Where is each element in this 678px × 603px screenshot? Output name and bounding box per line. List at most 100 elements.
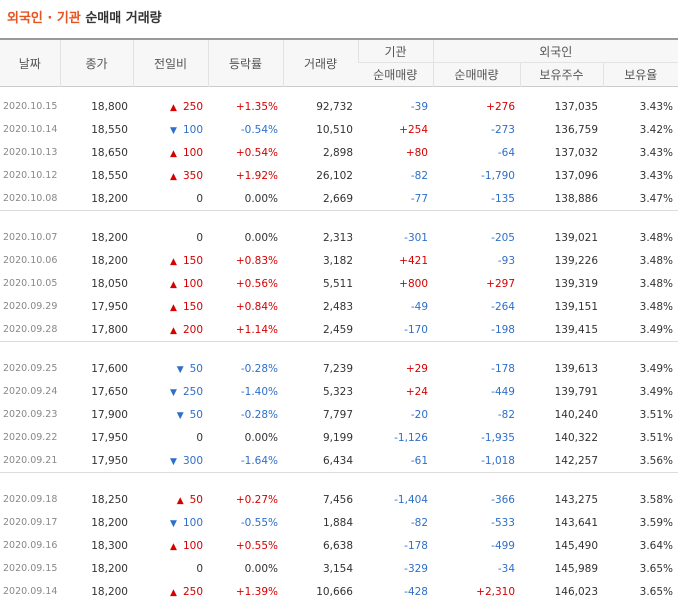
row-close: 17,950 bbox=[60, 295, 133, 318]
up-arrow-icon: ▲ bbox=[170, 172, 177, 182]
row-foreign-shares: 137,035 bbox=[520, 95, 603, 118]
down-arrow-icon: ▼ bbox=[177, 411, 184, 421]
row-inst-net: -49 bbox=[358, 295, 433, 318]
header-foreign-net: 순매매량 bbox=[433, 63, 520, 87]
header-change: 전일비 bbox=[133, 39, 208, 87]
row-rate: +1.14% bbox=[208, 318, 283, 342]
row-volume: 9,199 bbox=[283, 426, 358, 449]
row-foreign-ratio: 3.48% bbox=[603, 295, 678, 318]
down-arrow-icon: ▼ bbox=[170, 388, 177, 398]
row-close: 18,200 bbox=[60, 187, 133, 211]
row-change-value: 100 bbox=[183, 124, 203, 136]
row-inst-net: -82 bbox=[358, 511, 433, 534]
row-change: ▲200 bbox=[133, 318, 208, 342]
row-change-value: 0 bbox=[196, 232, 203, 244]
row-change-value: 350 bbox=[183, 170, 203, 182]
row-rate: -1.40% bbox=[208, 380, 283, 403]
row-change: ▲ 100 bbox=[133, 272, 208, 295]
row-rate: +0.55% bbox=[208, 534, 283, 557]
row-rate: 0.00% bbox=[208, 187, 283, 211]
row-inst-net: -20 bbox=[358, 403, 433, 426]
row-close: 18,550 bbox=[60, 164, 133, 187]
row-change-value: 250 bbox=[183, 386, 203, 398]
row-volume: 7,797 bbox=[283, 403, 358, 426]
row-foreign-ratio: 3.43% bbox=[603, 141, 678, 164]
row-foreign-net: -64 bbox=[433, 141, 520, 164]
down-arrow-icon: ▼ bbox=[170, 457, 177, 467]
row-foreign-ratio: 3.65% bbox=[603, 557, 678, 580]
row-foreign-shares: 142,257 bbox=[520, 449, 603, 473]
row-rate: -0.28% bbox=[208, 403, 283, 426]
row-volume: 3,182 bbox=[283, 249, 358, 272]
up-arrow-icon: ▲ bbox=[170, 257, 177, 267]
header-foreign-ratio: 보유율 bbox=[603, 63, 678, 87]
row-inst-net: -39 bbox=[358, 95, 433, 118]
row-rate: -0.55% bbox=[208, 511, 283, 534]
row-foreign-ratio: 3.49% bbox=[603, 318, 678, 342]
row-foreign-net: -1,790 bbox=[433, 164, 520, 187]
header-rate: 등락률 bbox=[208, 39, 283, 87]
row-date: 2020.09.21 bbox=[0, 449, 60, 473]
row-volume: 92,732 bbox=[283, 95, 358, 118]
row-close: 18,200 bbox=[60, 226, 133, 249]
header-close: 종가 bbox=[60, 39, 133, 87]
row-foreign-shares: 136,759 bbox=[520, 118, 603, 141]
row-date: 2020.10.15 bbox=[0, 95, 60, 118]
up-arrow-icon: ▲ bbox=[170, 303, 177, 313]
row-change-value: 100 bbox=[183, 278, 203, 290]
header-inst-net: 순매매량 bbox=[358, 63, 433, 87]
row-volume: 1,884 bbox=[283, 511, 358, 534]
row-inst-net: -329 bbox=[358, 557, 433, 580]
row-foreign-shares: 138,886 bbox=[520, 187, 603, 211]
row-rate: +0.84% bbox=[208, 295, 283, 318]
row-date: 2020.09.14 bbox=[0, 580, 60, 603]
row-inst-net: +800 bbox=[358, 272, 433, 295]
row-foreign-ratio: 3.65% bbox=[603, 580, 678, 603]
row-change: 0 bbox=[133, 557, 208, 580]
row-foreign-net: -366 bbox=[433, 488, 520, 511]
row-inst-net: -301 bbox=[358, 226, 433, 249]
row-change: ▲50 bbox=[133, 488, 208, 511]
row-date: 2020.09.23 bbox=[0, 403, 60, 426]
header-date: 날짜 bbox=[0, 39, 60, 87]
row-change: ▼ 100 bbox=[133, 511, 208, 534]
row-rate: -0.54% bbox=[208, 118, 283, 141]
up-arrow-icon: ▲ bbox=[170, 280, 177, 290]
row-close: 18,200 bbox=[60, 511, 133, 534]
row-foreign-ratio: 3.43% bbox=[603, 164, 678, 187]
row-foreign-net: +297 bbox=[433, 272, 520, 295]
row-foreign-net: -34 bbox=[433, 557, 520, 580]
row-foreign-ratio: 3.59% bbox=[603, 511, 678, 534]
up-arrow-icon: ▲ bbox=[170, 149, 177, 159]
row-close: 18,800 bbox=[60, 95, 133, 118]
row-rate: +0.83% bbox=[208, 249, 283, 272]
header-foreign: 외국인 bbox=[433, 39, 678, 63]
row-date: 2020.10.08 bbox=[0, 187, 60, 211]
row-foreign-shares: 143,275 bbox=[520, 488, 603, 511]
row-rate: 0.00% bbox=[208, 557, 283, 580]
row-change: ▼300 bbox=[133, 449, 208, 473]
row-inst-net: -428 bbox=[358, 580, 433, 603]
row-close: 17,950 bbox=[60, 449, 133, 473]
row-close: 18,200 bbox=[60, 557, 133, 580]
row-change-value: 100 bbox=[183, 517, 203, 529]
up-arrow-icon: ▲ bbox=[177, 496, 184, 506]
header-volume: 거래량 bbox=[283, 39, 358, 87]
row-rate: 0.00% bbox=[208, 426, 283, 449]
row-foreign-net: +276 bbox=[433, 95, 520, 118]
down-arrow-icon: ▼ bbox=[177, 365, 184, 375]
row-volume: 5,323 bbox=[283, 380, 358, 403]
trading-table: 날짜 종가 전일비 등락률 거래량 기관 외국인 순매매량 순매매량 보유주수 … bbox=[0, 38, 678, 603]
row-close: 17,800 bbox=[60, 318, 133, 342]
section-title: 외국인 · 기관 순매매 거래량 bbox=[0, 0, 678, 38]
down-arrow-icon: ▼ bbox=[170, 519, 177, 529]
